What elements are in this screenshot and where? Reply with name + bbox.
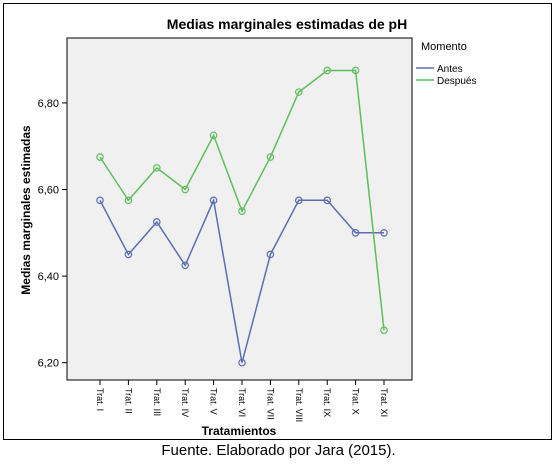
data-point — [323, 196, 332, 205]
y-tick-label: 6,40 — [38, 271, 59, 283]
y-tick-label: 6,20 — [38, 358, 59, 370]
series-1 — [96, 66, 388, 335]
data-point — [351, 229, 360, 237]
series-line — [99, 69, 385, 331]
data-point — [209, 131, 218, 140]
data-point — [380, 326, 388, 335]
y-axis-label: Medias marginales estimadas — [19, 125, 33, 295]
chart-frame: Medias marginales estimadas de pH 6,20 6,… — [3, 3, 552, 440]
data-point — [96, 196, 104, 205]
data-point — [294, 196, 303, 205]
x-tick-label: Trat. IV — [180, 388, 190, 417]
data-point — [238, 358, 246, 367]
data-point — [266, 250, 275, 259]
y-tick-label: 6,80 — [38, 98, 59, 110]
data-point — [266, 153, 275, 161]
x-tick-label: Trat. X — [351, 388, 361, 415]
chart-title: Medias marginales estimadas de pH — [167, 16, 407, 32]
x-axis-label: Tratamientos — [202, 424, 277, 438]
legend-label: Antes — [437, 64, 463, 75]
data-point — [294, 88, 303, 96]
x-tick-label: Trat. VI — [237, 388, 247, 417]
data-point — [238, 207, 246, 215]
x-tick-label: Trat. IX — [322, 388, 332, 417]
data-point — [153, 164, 161, 172]
caption: Fuente. Elaborado por Jara (2015). — [161, 442, 396, 459]
data-point — [181, 261, 190, 270]
data-point — [124, 250, 133, 259]
data-point — [181, 185, 190, 194]
series-line — [99, 197, 384, 363]
x-tick-label: Trat. VIII — [294, 388, 304, 422]
x-tick-label: Trat. II — [123, 388, 133, 414]
x-tick-label: Trat. VII — [265, 388, 275, 420]
x-tick-label: Trat. III — [152, 388, 162, 416]
y-axis: 6,20 6,40 6,60 6,80 — [38, 98, 67, 370]
x-tick-label: Trat. V — [209, 388, 219, 415]
data-point — [209, 196, 218, 205]
legend-title: Momento — [421, 41, 467, 53]
data-point — [351, 66, 360, 75]
series-layer — [96, 66, 388, 367]
chart: Medias marginales estimadas de pH 6,206,… — [19, 16, 476, 438]
data-point — [380, 229, 388, 237]
x-tick-label: Trat. XI — [379, 388, 389, 417]
x-axis: Trat. I Trat. II Trat. III Trat. IV Trat. V T… — [95, 380, 389, 422]
data-point — [124, 196, 133, 205]
data-point — [153, 218, 161, 226]
data-point — [96, 153, 104, 161]
x-tick-label: Trat. I — [95, 388, 105, 411]
data-point — [323, 66, 332, 75]
y-tick-label: 6,60 — [38, 185, 59, 197]
series-0 — [96, 196, 388, 367]
legend-label: Después — [437, 76, 476, 87]
